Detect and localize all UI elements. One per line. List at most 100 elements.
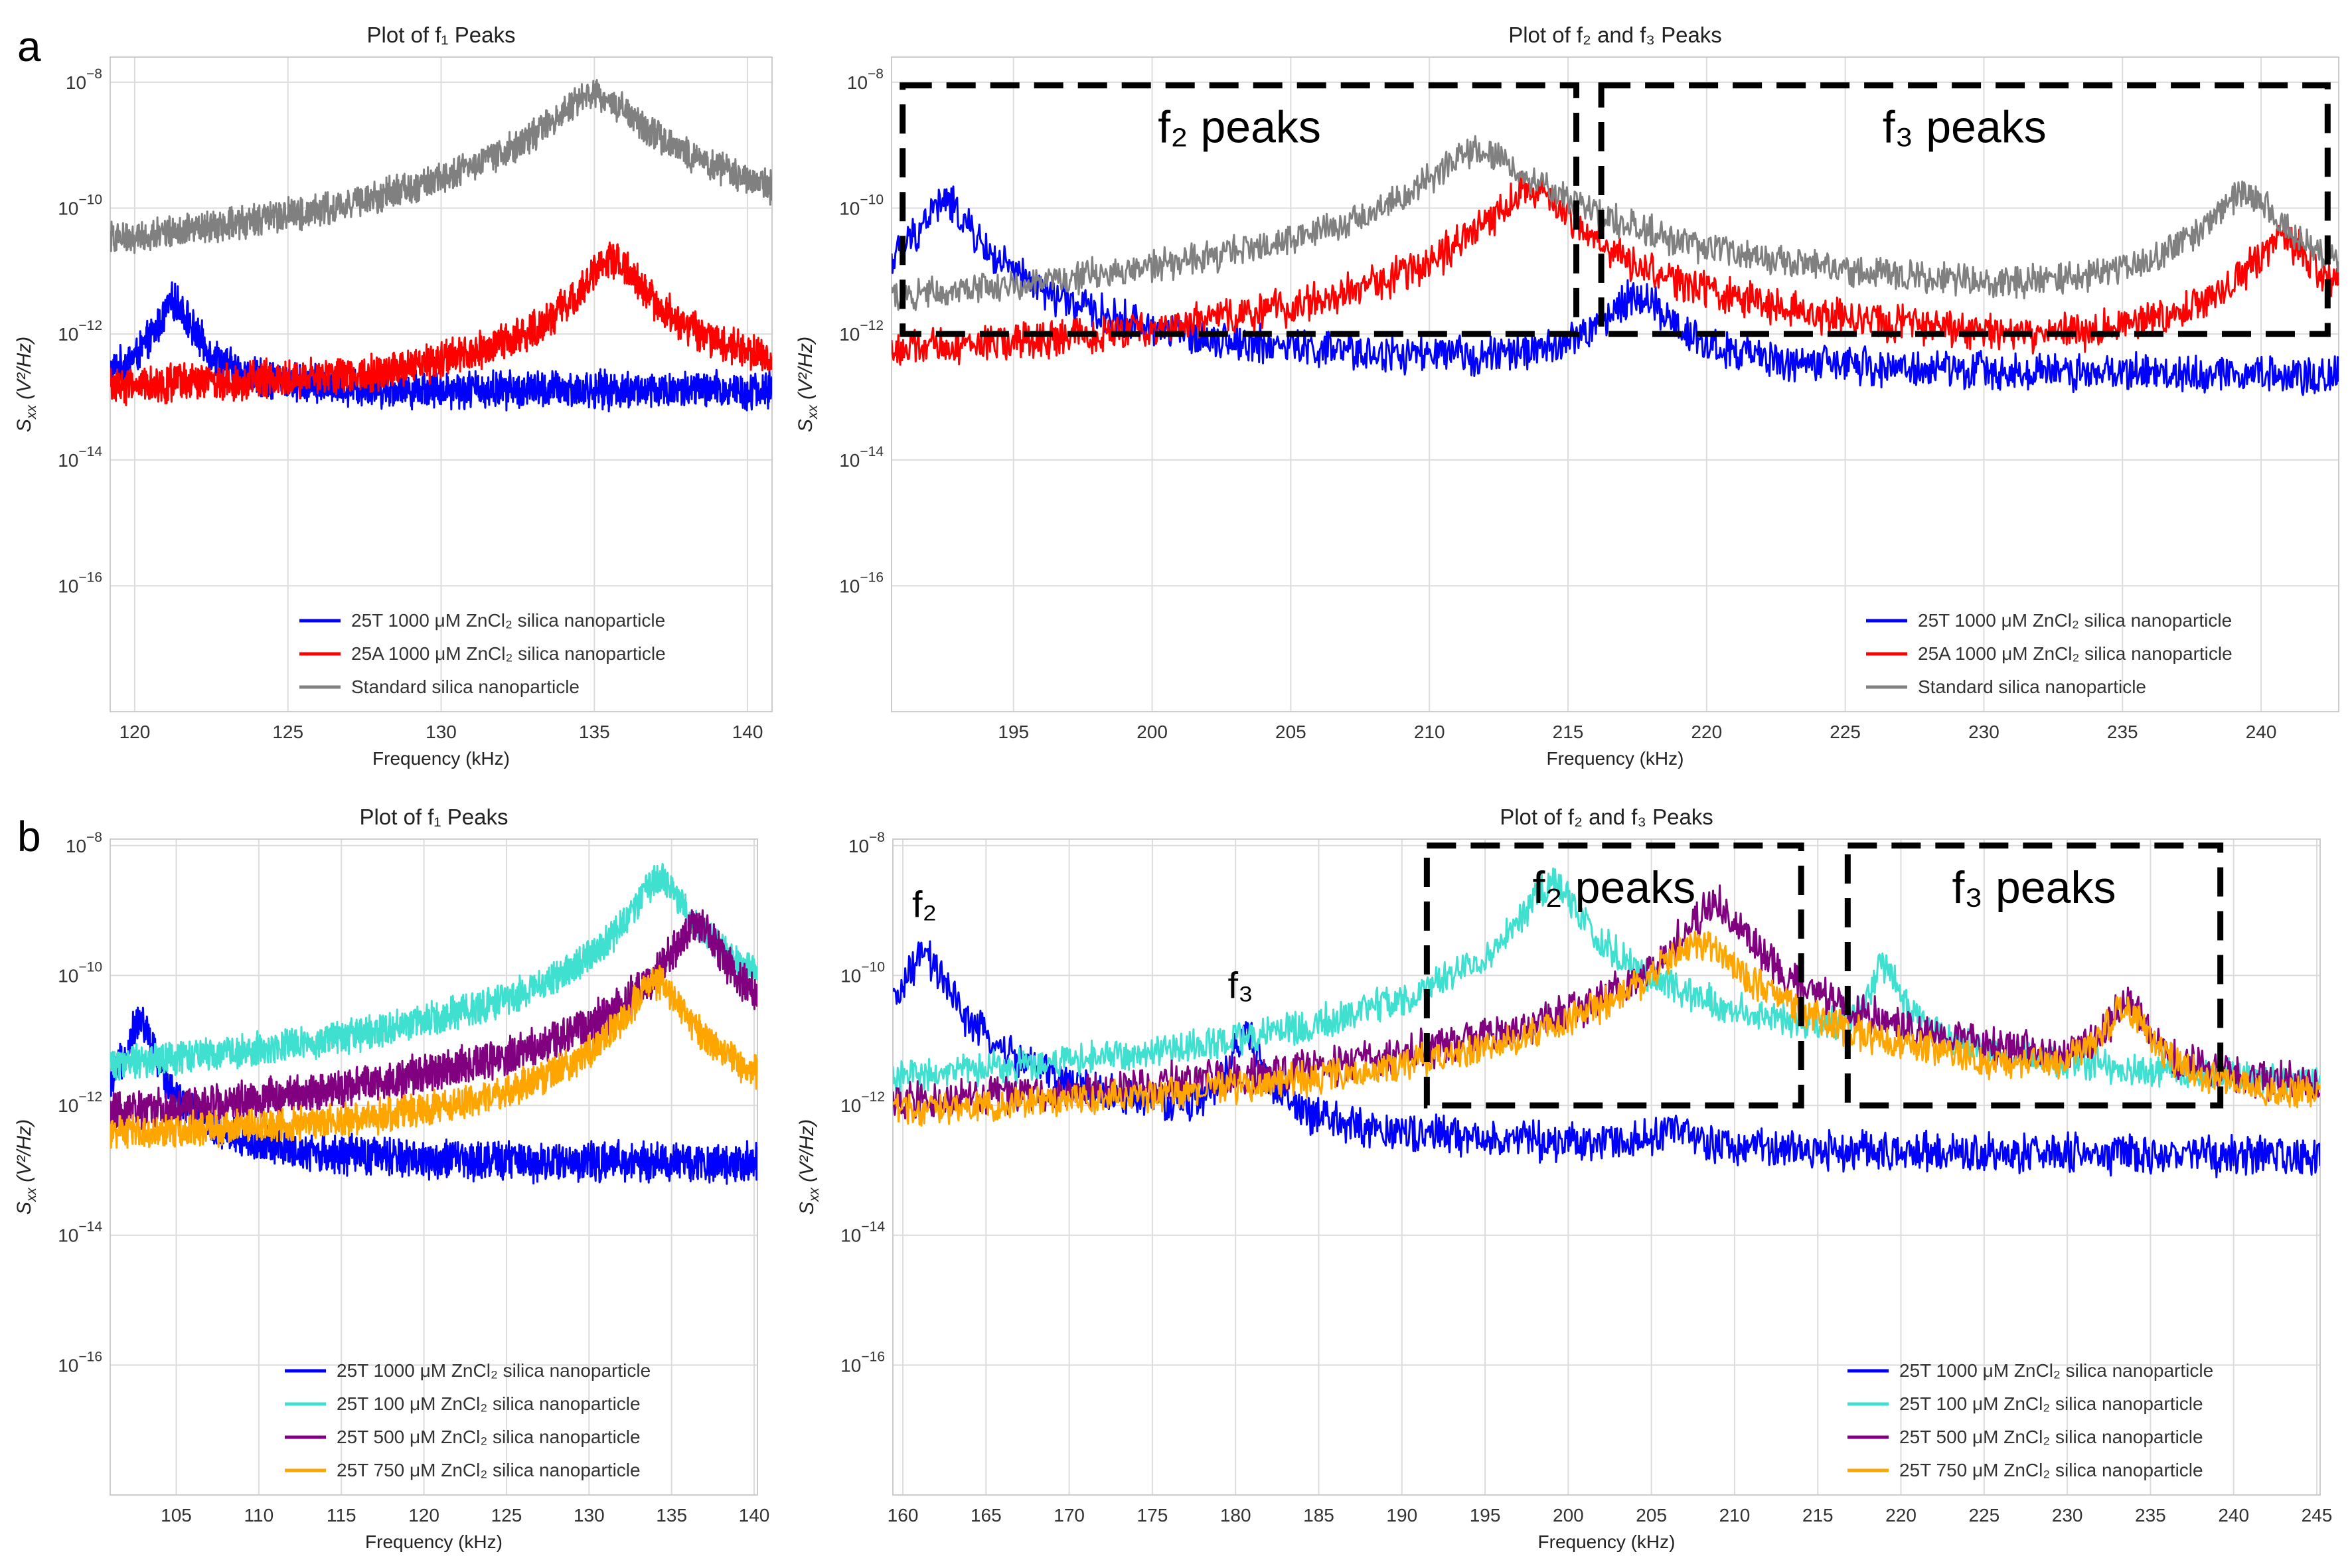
chart-title: Plot of f₂ and f₃ Peaks — [1500, 805, 1713, 829]
y-tick-label: 10−16 — [839, 570, 884, 596]
y-tick-label: 10−12 — [58, 318, 102, 345]
x-tick-label: 240 — [2218, 1505, 2249, 1526]
legend-entry: 25A 1000 μM ZnCl₂ silica nanoparticle — [1918, 643, 2233, 664]
series-line — [110, 862, 757, 1081]
chart-b-right: 160 165 170 175 180 185 190 195 200 205 210 215 220 2… — [796, 805, 2332, 1552]
legend-entry: Standard silica nanoparticle — [351, 676, 580, 697]
x-tick-label: 215 — [1802, 1505, 1834, 1526]
legend-entry: 25T 100 μM ZnCl₂ silica nanoparticle — [337, 1393, 641, 1414]
y-axis-label: Sxx (V²/Hz) — [796, 1119, 822, 1215]
x-tick-label: 130 — [426, 722, 457, 742]
x-tick-label: 140 — [739, 1505, 770, 1526]
series-line — [892, 135, 2339, 311]
plot-frame — [892, 838, 2321, 1496]
series-line — [892, 185, 2339, 396]
x-tick-label: 240 — [2246, 722, 2277, 742]
y-tick-label: 10−14 — [840, 1219, 885, 1246]
x-tick-label: 160 — [888, 1505, 919, 1526]
x-tick-label: 200 — [1553, 1505, 1584, 1526]
legend-entry: 25T 1000 μM ZnCl₂ silica nanoparticle — [337, 1360, 651, 1381]
y-axis-label: Sxx (V²/Hz) — [13, 337, 39, 432]
x-tick-label: 140 — [732, 722, 763, 742]
y-tick-label: 10−14 — [839, 444, 884, 471]
peak-region-box — [1844, 842, 2224, 1109]
chart-title: Plot of f₁ Peaks — [367, 23, 516, 47]
y-tick-label: 10−10 — [840, 959, 885, 986]
legend-entry: Standard silica nanoparticle — [1918, 676, 2146, 697]
series-line — [893, 940, 2320, 1178]
x-tick-label: 205 — [1275, 722, 1306, 742]
y-axis-label: Sxx (V²/Hz) — [13, 1119, 39, 1215]
panel-letter-b: b — [17, 813, 41, 860]
peak-region-label: f₂ peaks — [1532, 862, 1695, 913]
legend-entry: 25T 750 μM ZnCl₂ silica nanoparticle — [1899, 1460, 2203, 1480]
chart-title: Plot of f₂ and f₃ Peaks — [1508, 23, 1722, 47]
x-tick-label: 220 — [1691, 722, 1722, 742]
x-tick-label: 195 — [1470, 1505, 1501, 1526]
peak-annotation: f₃ — [1228, 965, 1253, 1006]
series-line — [110, 909, 757, 1133]
chart-a-right: 195 200 205 210 215 220 225 230 235 240 10−16 10−14… — [795, 23, 2339, 769]
y-tick-label: 10−10 — [839, 193, 884, 219]
x-tick-label: 120 — [119, 722, 151, 742]
series-line — [110, 79, 772, 254]
legend-entry: 25T 1000 μM ZnCl₂ silica nanoparticle — [1918, 610, 2232, 631]
y-tick-label: 10−16 — [840, 1349, 885, 1375]
y-tick-label: 10−10 — [58, 193, 102, 219]
chart-title: Plot of f₁ Peaks — [360, 805, 509, 829]
peak-annotation: f₂ — [912, 883, 937, 925]
y-tick-label: 10−12 — [839, 318, 884, 345]
x-tick-label: 135 — [579, 722, 610, 742]
x-tick-label: 190 — [1386, 1505, 1417, 1526]
peak-region-label: f₂ peaks — [1158, 102, 1321, 153]
x-axis-label: Frequency (kHz) — [1538, 1531, 1676, 1552]
y-tick-label: 10−8 — [66, 66, 102, 93]
y-tick-label: 10−8 — [847, 66, 884, 93]
peak-region-label: f₃ peaks — [1952, 862, 2116, 913]
legend-entry: 25T 1000 μM ZnCl₂ silica nanoparticle — [1899, 1360, 2213, 1381]
y-tick-label: 10−14 — [58, 1219, 102, 1246]
x-tick-label: 180 — [1220, 1505, 1251, 1526]
y-axis-label: Sxx (V²/Hz) — [795, 337, 821, 432]
x-tick-label: 225 — [1830, 722, 1861, 742]
x-axis-label: Frequency (kHz) — [1547, 748, 1684, 769]
x-tick-label: 235 — [2107, 722, 2138, 742]
x-tick-label: 175 — [1137, 1505, 1168, 1526]
x-tick-label: 105 — [161, 1505, 192, 1526]
peak-region-box — [1423, 842, 1804, 1109]
x-tick-label: 110 — [244, 1505, 274, 1526]
legend-entry: 25T 500 μM ZnCl₂ silica nanoparticle — [337, 1427, 641, 1447]
legend-entry: 25T 100 μM ZnCl₂ silica nanoparticle — [1899, 1393, 2203, 1414]
legend-entry: 25T 750 μM ZnCl₂ silica nanoparticle — [337, 1460, 641, 1480]
x-tick-label: 245 — [2302, 1505, 2333, 1526]
y-tick-label: 10−8 — [848, 830, 885, 856]
y-tick-label: 10−10 — [58, 959, 102, 986]
x-tick-label: 230 — [1968, 722, 1999, 742]
panel-letter-a: a — [17, 23, 41, 70]
y-tick-label: 10−12 — [58, 1089, 102, 1116]
legend-entry: 25T 500 μM ZnCl₂ silica nanoparticle — [1899, 1427, 2203, 1447]
y-tick-label: 10−8 — [66, 830, 102, 856]
x-tick-label: 235 — [2135, 1505, 2166, 1526]
x-tick-label: 125 — [491, 1505, 522, 1526]
x-tick-label: 210 — [1719, 1505, 1751, 1526]
x-tick-label: 220 — [1885, 1505, 1917, 1526]
x-tick-label: 210 — [1414, 722, 1445, 742]
y-tick-label: 10−12 — [840, 1089, 885, 1116]
x-tick-label: 185 — [1303, 1505, 1334, 1526]
legend-entry: 25A 1000 μM ZnCl₂ silica nanoparticle — [351, 643, 666, 664]
x-tick-label: 195 — [998, 722, 1029, 742]
legend-entry: 25T 1000 μM ZnCl₂ silica nanoparticle — [351, 610, 665, 631]
x-tick-label: 170 — [1054, 1505, 1085, 1526]
chart-b-left: 105 110 115 120 125 130 135 140 10−16 10−14 10−12 1… — [13, 805, 769, 1552]
x-tick-label: 215 — [1553, 722, 1584, 742]
x-tick-label: 125 — [272, 722, 303, 742]
series-line — [110, 965, 757, 1149]
x-tick-label: 135 — [656, 1505, 687, 1526]
x-tick-label: 230 — [2052, 1505, 2083, 1526]
peak-region-label: f₃ peaks — [1883, 102, 2047, 153]
x-axis-label: Frequency (kHz) — [372, 748, 510, 769]
x-tick-label: 130 — [574, 1505, 605, 1526]
plot-frame — [891, 56, 2339, 712]
